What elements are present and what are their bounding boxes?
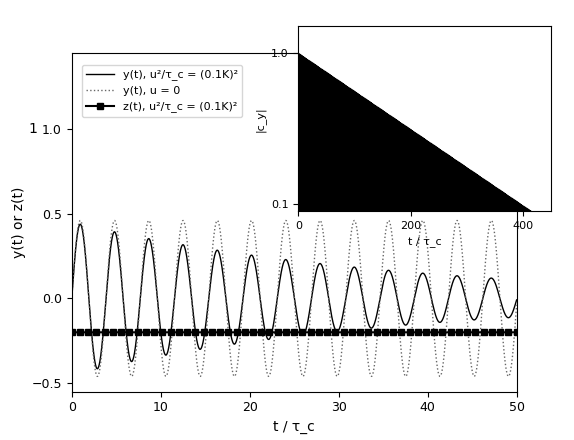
z(t), u²/τ_c = (0.1K)²: [176, 330, 183, 335]
X-axis label: t / τ_c: t / τ_c: [408, 236, 441, 247]
z(t), u²/τ_c = (0.1K)²: [464, 330, 471, 335]
y(t), u²/τ_c = (0.1K)²: [401, 321, 408, 326]
y(t), u²/τ_c = (0.1K)²: [94, 366, 101, 371]
y(t), u²/τ_c = (0.1K)²: [77, 222, 84, 227]
y(t), u = 0: [335, 371, 342, 376]
y(t), u = 0: [513, 302, 520, 308]
y(t), u = 0: [402, 374, 409, 379]
y(t), u²/τ_c = (0.1K)²: [335, 327, 342, 333]
y(t), u²/τ_c = (0.1K)²: [358, 286, 364, 292]
z(t), u²/τ_c = (0.1K)²: [151, 330, 158, 335]
z(t), u²/τ_c = (0.1K)²: [68, 330, 75, 335]
z(t), u²/τ_c = (0.1K)²: [513, 330, 520, 335]
Line: z(t), u²/τ_c = (0.1K)²: z(t), u²/τ_c = (0.1K)²: [69, 330, 519, 335]
y(t), u²/τ_c = (0.1K)²: [434, 318, 441, 323]
Line: y(t), u²/τ_c = (0.1K)²: y(t), u²/τ_c = (0.1K)²: [72, 224, 517, 369]
y(t), u = 0: [238, 313, 245, 318]
y(t), u = 0: [400, 369, 407, 374]
X-axis label: t / τ_c: t / τ_c: [273, 420, 315, 434]
y(t), u²/τ_c = (0.1K)²: [68, 296, 75, 301]
Legend: y(t), u²/τ_c = (0.1K)², y(t), u = 0, z(t), u²/τ_c = (0.1K)²: y(t), u²/τ_c = (0.1K)², y(t), u = 0, z(t…: [82, 65, 242, 117]
z(t), u²/τ_c = (0.1K)²: [505, 330, 512, 335]
Y-axis label: y(t) or z(t): y(t) or z(t): [12, 187, 26, 258]
y(t), u²/τ_c = (0.1K)²: [149, 251, 156, 257]
Line: y(t), u = 0: y(t), u = 0: [72, 220, 517, 376]
z(t), u²/τ_c = (0.1K)²: [233, 330, 240, 335]
y(t), u = 0: [180, 218, 187, 223]
y(t), u = 0: [149, 235, 156, 241]
Y-axis label: |c_y|: |c_y|: [255, 106, 266, 132]
z(t), u²/τ_c = (0.1K)²: [118, 330, 125, 335]
Text: 1: 1: [29, 122, 37, 136]
y(t), u = 0: [68, 296, 75, 301]
y(t), u = 0: [434, 367, 441, 372]
y(t), u = 0: [358, 271, 364, 276]
y(t), u²/τ_c = (0.1K)²: [238, 305, 245, 310]
y(t), u²/τ_c = (0.1K)²: [513, 297, 520, 303]
